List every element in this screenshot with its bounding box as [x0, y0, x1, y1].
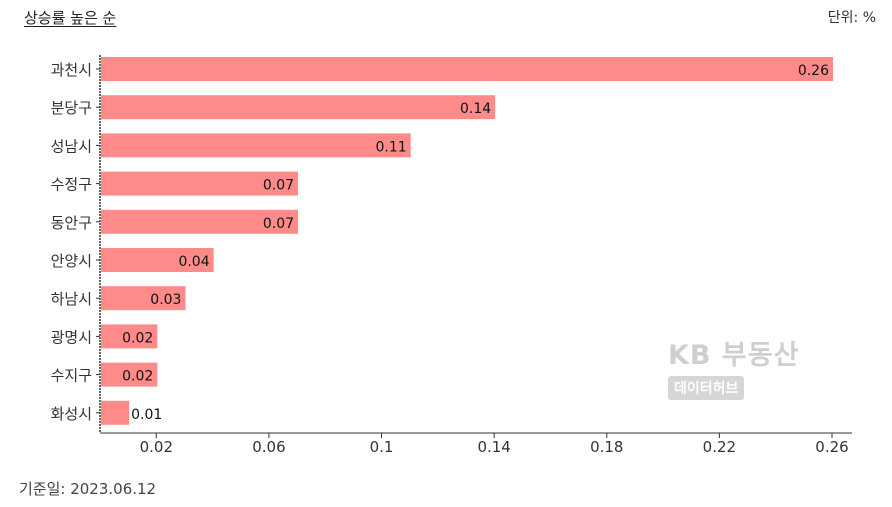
bar-value-label: 0.02 [122, 369, 153, 385]
bar-value-label: 0.01 [131, 407, 162, 423]
bar-value-label: 0.07 [263, 216, 294, 232]
x-tick-label: 0.26 [815, 438, 848, 456]
category-label: 화성시 [51, 405, 92, 423]
category-label: 수지구 [51, 367, 92, 385]
category-label: 수정구 [51, 176, 92, 194]
category-label: 광명시 [51, 328, 92, 346]
reference-date: 기준일: 2023.06.12 [19, 480, 157, 498]
bar-value-label: 0.11 [376, 139, 407, 155]
x-tick-label: 0.06 [252, 438, 285, 456]
bar-value-label: 0.04 [178, 254, 209, 270]
bar-chart: 0.26 과천시 0.14 분당구 0.11 성남시 0.07 수정구 0.07 동안구 0.04 안… [51, 55, 852, 456]
watermark-sub: 데이터허브 [668, 376, 745, 400]
bar-value-label: 0.14 [460, 101, 491, 117]
bar-value-label: 0.03 [150, 292, 181, 308]
bar [101, 362, 158, 387]
bar [101, 324, 158, 349]
x-tick-label: 0.1 [370, 438, 394, 456]
unit-label: 단위: % [827, 10, 876, 26]
category-label: 하남시 [51, 290, 92, 308]
bar-value-label: 0.02 [122, 330, 153, 346]
x-tick-label: 0.22 [703, 438, 736, 456]
bar-value-label: 0.07 [263, 178, 294, 194]
category-label: 안양시 [51, 252, 92, 270]
category-label: 분당구 [51, 99, 92, 117]
bar [101, 248, 214, 272]
bar [101, 400, 130, 425]
category-label: 과천시 [51, 61, 92, 79]
bar [101, 57, 833, 81]
bar [101, 286, 186, 311]
category-label: 동안구 [51, 214, 92, 232]
bar [101, 95, 496, 120]
x-tick-label: 0.02 [140, 438, 173, 456]
chart-title: 상승률 높은 순 [24, 9, 117, 27]
bar [101, 209, 299, 234]
x-tick-label: 0.14 [477, 438, 510, 456]
bar [101, 133, 411, 158]
x-tick-label: 0.18 [590, 438, 623, 456]
category-label: 성남시 [51, 137, 92, 155]
kb-logo-watermark: KB 부동산 데이터허브 [668, 340, 800, 400]
bar-value-label: 0.26 [798, 63, 829, 79]
watermark-brand: KB 부동산 [668, 340, 800, 371]
bar [101, 171, 299, 196]
